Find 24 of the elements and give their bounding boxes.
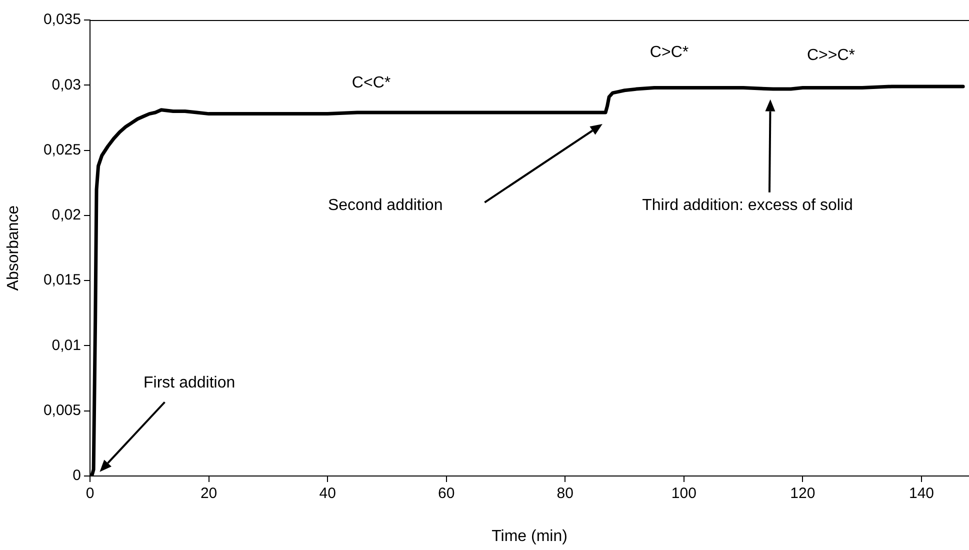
y-tick-label: 0,03 <box>52 76 81 94</box>
x-tick-label: 120 <box>790 485 816 502</box>
y-axis-title: Absorbance <box>5 205 22 291</box>
annotation: Third addition: excess of solid <box>642 197 853 214</box>
annotation: First addition <box>144 374 236 392</box>
y-tick-label: 0,01 <box>52 336 81 354</box>
x-tick-label: 20 <box>200 485 218 502</box>
y-tick-label: 0 <box>72 467 81 484</box>
y-tick-label: 0,02 <box>52 206 81 224</box>
x-tick-label: 0 <box>86 485 94 502</box>
y-tick-label: 0,025 <box>43 141 81 158</box>
x-axis-title: Time (min) <box>492 528 568 545</box>
annotation: C>C* <box>650 44 689 61</box>
x-tick-label: 140 <box>908 485 934 502</box>
x-tick-label: 100 <box>671 485 696 502</box>
y-tick-label: 0,035 <box>43 11 81 28</box>
annotation: Second addition <box>328 197 443 214</box>
x-tick-label: 80 <box>556 485 574 502</box>
y-tick-label: 0,005 <box>43 402 81 419</box>
x-tick-label: 60 <box>438 485 455 502</box>
annotation: C>>C* <box>806 46 856 64</box>
annotation: C<C* <box>352 74 391 92</box>
x-tick-label: 40 <box>319 485 336 502</box>
y-tick-label: 0,015 <box>43 272 81 289</box>
